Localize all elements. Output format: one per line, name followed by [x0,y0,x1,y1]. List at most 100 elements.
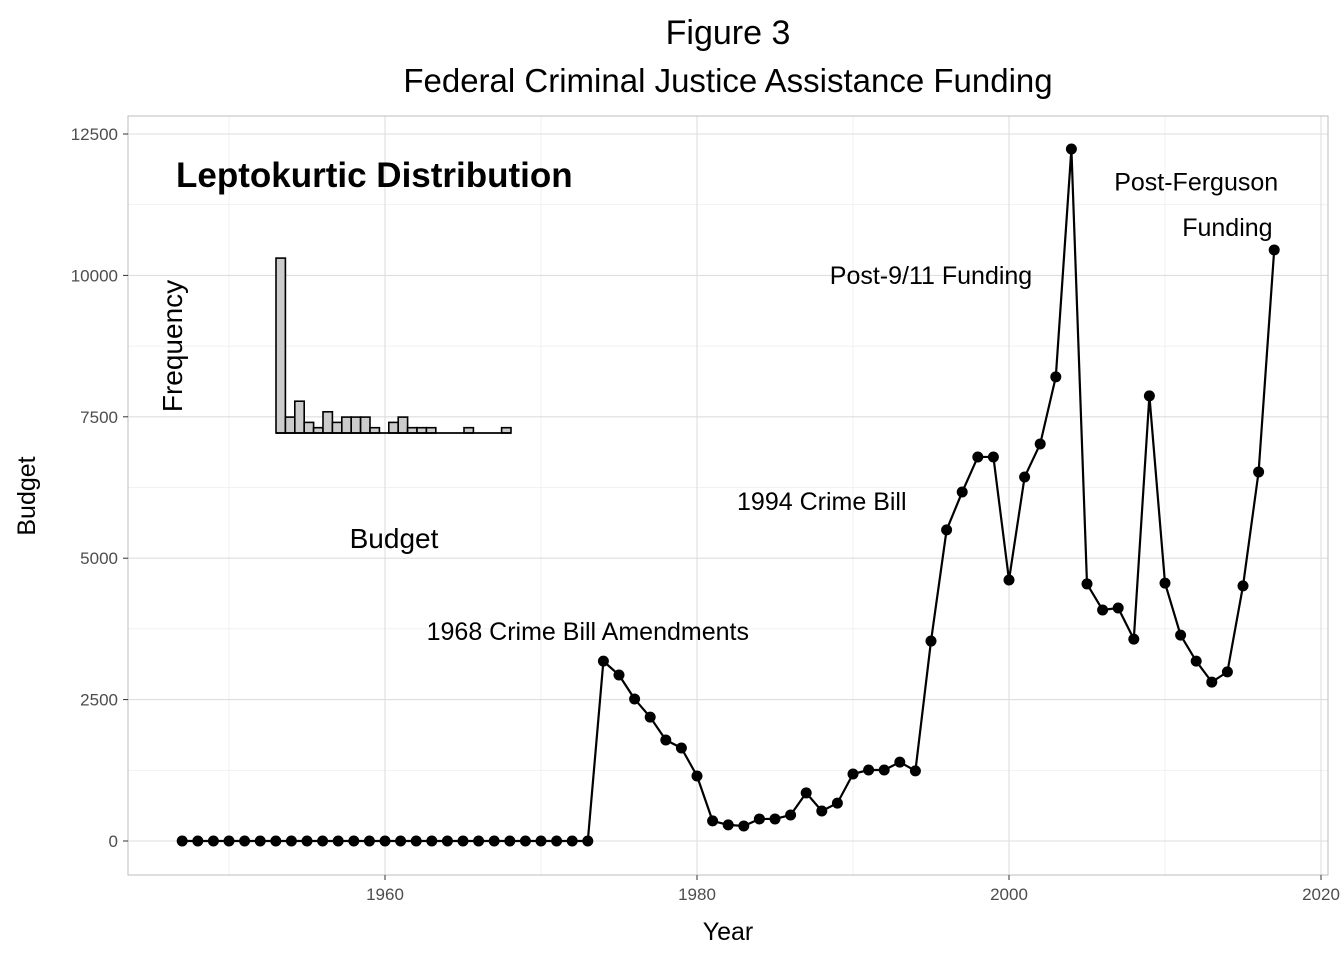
x-axis-label: Year [703,918,754,946]
data-point [831,797,843,809]
data-point [707,815,719,827]
data-point [176,835,188,847]
data-point [1175,629,1187,641]
data-point [972,451,984,463]
x-tick-label: 1980 [678,885,716,904]
histogram-bar [303,421,315,434]
data-point [941,524,953,536]
data-point [1097,604,1109,616]
inset-title: Leptokurtic Distribution [176,156,573,195]
data-point [785,809,797,821]
data-point [1206,676,1218,688]
data-point [582,835,594,847]
data-point [597,655,609,667]
chart-subtitle: Federal Criminal Justice Assistance Fund… [403,62,1052,99]
histogram-bar [350,416,362,434]
data-point [192,835,204,847]
data-point [769,813,781,825]
annotation-label: Post-9/11 Funding [830,262,1032,290]
data-point [722,819,734,831]
y-tick-label: 12500 [71,125,118,144]
axis-ticks: 1960 1980 2000 2020 0 2500 5000 7500 10000 12500 [71,125,1340,904]
series-line [182,148,1276,843]
data-point [473,835,485,847]
data-point [925,635,937,647]
data-point [1221,666,1233,678]
data-point [1128,633,1140,645]
data-point [675,742,687,754]
data-point [348,835,360,847]
histogram-bar [340,416,352,434]
series-budget [176,143,1280,847]
data-point [878,764,890,776]
grid [128,116,1328,875]
data-point [909,765,921,777]
data-point [285,835,297,847]
data-point [1081,578,1093,590]
data-point [488,835,500,847]
data-point [660,734,672,746]
chart-title: Figure 3 [666,14,791,52]
x-tick-label: 1960 [366,885,404,904]
annotation-label: 1968 Crime Bill Amendments [427,618,749,646]
data-point [1050,371,1062,383]
data-point [1112,602,1124,614]
data-point [395,835,407,847]
data-point [1034,438,1046,450]
data-point [519,835,531,847]
data-point [301,835,313,847]
data-point [956,486,968,498]
data-point [847,768,859,780]
data-point [363,835,375,847]
x-tick-label: 2020 [1302,885,1340,904]
data-point [223,835,235,847]
data-point [457,835,469,847]
y-tick-label: 2500 [80,691,118,710]
data-point [239,835,251,847]
annotation-label: Post-Ferguson [1114,169,1278,197]
histogram-bar [284,416,296,434]
histogram-bar [331,421,343,434]
data-point [1003,574,1015,586]
data-point [1143,390,1155,402]
data-point [504,835,516,847]
data-point [1065,143,1077,155]
plot-panel-border [127,115,1329,876]
y-tick-label: 10000 [71,266,118,285]
data-point [1159,577,1171,589]
data-point [551,835,563,847]
data-point [613,669,625,681]
x-tick-label: 2000 [990,885,1028,904]
data-point [332,835,344,847]
data-point [800,787,812,799]
data-point [317,835,329,847]
data-point [410,835,422,847]
data-point [1253,466,1265,478]
histogram-bar [275,257,287,434]
data-point [1190,655,1202,667]
inset-histogram: Leptokurtic Distribution Frequency Budge… [157,156,573,554]
y-axis-label: Budget [13,456,41,535]
data-point [644,711,656,723]
annotation-label: 1994 Crime Bill [737,488,907,516]
data-point [691,770,703,782]
data-point [894,756,906,768]
y-tick-label: 0 [109,832,118,851]
data-point [1268,244,1280,256]
data-point [863,764,875,776]
inset-x-label: Budget [350,523,439,554]
data-point [441,835,453,847]
data-point [566,835,578,847]
histogram-bar [293,400,305,434]
data-point [426,835,438,847]
y-tick-label: 7500 [80,408,118,427]
data-point [254,835,266,847]
histogram-bar [322,410,334,434]
data-point [1237,580,1249,592]
data-point [738,820,750,832]
histogram-bar [359,416,371,434]
data-point [629,693,641,705]
data-point [207,835,219,847]
data-point [753,813,765,825]
